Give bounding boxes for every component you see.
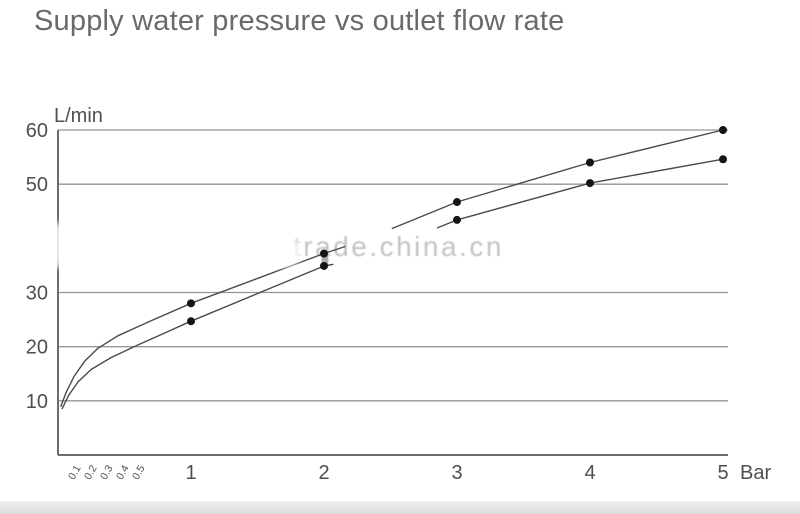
x-minor-tick-label-0.5: 0.5 <box>130 463 148 482</box>
x-tick-label-1: 1 <box>185 462 196 484</box>
erase-smudge-curve <box>270 236 302 268</box>
x-minor-tick-label-0.2: 0.2 <box>82 463 100 482</box>
curve-upper-marker-2bar <box>320 249 328 258</box>
x-unit-label: Bar <box>740 462 771 484</box>
x-tick-label-2: 2 <box>318 462 329 484</box>
y-tick-label-50: 50 <box>26 174 48 196</box>
curve-lower-marker-3bar <box>453 215 461 224</box>
bottom-edge-strip <box>0 501 800 514</box>
curve-upper-marker-1bar <box>187 299 195 308</box>
y-tick-label-20: 20 <box>26 337 48 359</box>
x-tick-label-4: 4 <box>584 462 595 484</box>
watermark-text: trade.china.cn <box>293 231 504 262</box>
x-minor-tick-label-0.3: 0.3 <box>98 463 116 482</box>
curve-lower-segment-1 <box>61 263 334 410</box>
curve-upper-segment-1 <box>60 245 346 408</box>
y-unit-label: L/min <box>54 105 103 127</box>
x-minor-tick-label-0.4: 0.4 <box>114 463 132 482</box>
curve-lower-marker-2bar <box>320 261 328 270</box>
x-minor-tick-label-0.1: 0.1 <box>66 463 84 482</box>
curve-upper-marker-4bar <box>586 158 594 167</box>
curve-lower-marker-4bar <box>586 179 594 188</box>
y-tick-label-30: 30 <box>26 282 48 304</box>
erase-smudge-y40 <box>40 222 70 268</box>
curve-upper-segment-2 <box>391 129 724 230</box>
y-tick-label-60: 60 <box>26 120 48 142</box>
x-tick-label-5: 5 <box>717 462 728 484</box>
curve-upper-marker-5bar <box>719 125 727 134</box>
chart-title: Supply water pressure vs outlet flow rat… <box>34 5 565 37</box>
curve-upper-marker-3bar <box>453 198 461 207</box>
x-tick-label-3: 3 <box>451 462 462 484</box>
curve-lower-segment-2 <box>436 158 724 229</box>
curve-lower-marker-1bar <box>187 317 195 326</box>
curve-lower-marker-5bar <box>719 155 727 164</box>
y-tick-label-10: 10 <box>26 391 48 413</box>
